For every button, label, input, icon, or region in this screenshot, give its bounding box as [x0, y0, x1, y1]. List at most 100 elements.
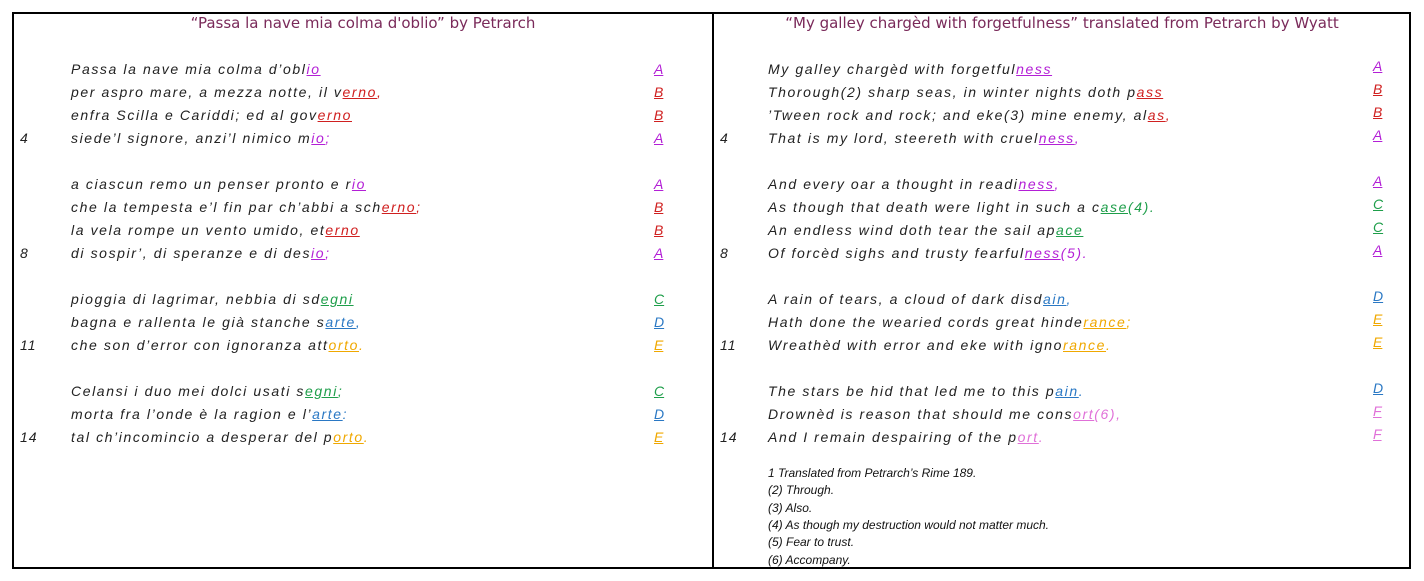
rhyme-syllable: ase: [1100, 199, 1129, 215]
line-text: la vela rompe un vento umido, et: [71, 222, 326, 238]
line-text: As though that death were light in such …: [768, 199, 1101, 215]
poem-line: ’Tween rock and rock; and eke(3) mine en…: [768, 104, 1171, 126]
rhyme-syllable: ain: [1043, 291, 1067, 307]
footnote: (5) Fear to trust.: [768, 535, 855, 550]
line-text: ’Tween rock and rock; and eke(3) mine en…: [768, 107, 1148, 123]
poem-line: di sospir’, di speranze e di desio;: [71, 242, 331, 264]
rhyme-scheme-letter: D: [654, 314, 665, 330]
line-punctuation: .: [1078, 383, 1085, 399]
rhyme-syllable: arte: [325, 314, 356, 330]
line-text: Of forcèd sighs and trusty fearful: [768, 245, 1025, 261]
poem-line: Celansi i duo mei dolci usati segni;: [71, 380, 343, 402]
poem-line: An endless wind doth tear the sail apace: [768, 219, 1083, 241]
rhyme-syllable: orto: [333, 429, 364, 445]
poem-line: Thorough(2) sharp seas, in winter nights…: [768, 81, 1163, 103]
line-number: 4: [720, 130, 729, 146]
rhyme-scheme-letter: B: [1373, 81, 1383, 97]
rhyme-scheme-letter: A: [654, 130, 664, 146]
poem-line: la vela rompe un vento umido, eterno: [71, 219, 360, 241]
poem-line: A rain of tears, a cloud of dark disdain…: [768, 288, 1072, 310]
line-punctuation: ,: [1165, 107, 1172, 123]
rhyme-scheme-letter: E: [654, 337, 664, 353]
poem-line: As though that death were light in such …: [768, 196, 1155, 218]
line-punctuation: ,: [1054, 176, 1060, 192]
rhyme-syllable: io: [311, 130, 326, 146]
poem-line: Of forcèd sighs and trusty fearfulness(5…: [768, 242, 1088, 264]
poem-comparison-table: [12, 12, 1411, 569]
poem-line: enfra Scilla e Cariddi; ed al governo: [71, 104, 352, 126]
poem-line: siede’l signore, anzi’l nimico mio;: [71, 127, 331, 149]
poem-line: Hath done the wearied cords great hinder…: [768, 311, 1132, 333]
rhyme-scheme-letter: A: [654, 245, 664, 261]
line-text: tal ch’incomincio a desperar del p: [71, 429, 334, 445]
poem-line: bagna e rallenta le già stanche sarte,: [71, 311, 361, 333]
poem-line: The stars be hid that led me to this pai…: [768, 380, 1084, 402]
line-text: per aspro mare, a mezza notte, il v: [71, 84, 343, 100]
line-text: Wreathèd with error and eke with igno: [768, 337, 1063, 353]
line-text: siede’l signore, anzi’l nimico m: [71, 130, 312, 146]
rhyme-syllable: arte: [312, 406, 343, 422]
poem-line: And every oar a thought in readiness,: [768, 173, 1060, 195]
rhyme-scheme-letter: D: [1373, 380, 1384, 396]
footnote: (6) Accompany.: [768, 552, 851, 567]
rhyme-syllable: io: [306, 61, 321, 77]
line-number: 4: [20, 130, 29, 146]
rhyme-scheme-letter: A: [654, 176, 664, 192]
line-punctuation: .: [363, 429, 370, 445]
rhyme-syllable: ness: [1038, 130, 1075, 146]
line-punctuation: ;: [325, 130, 331, 146]
line-text: Passa la nave mia colma d’obl: [71, 61, 307, 77]
line-text: che la tempesta e’l fin par ch’abbi a sc…: [71, 199, 382, 215]
rhyme-scheme-letter: E: [654, 429, 664, 445]
line-text: The stars be hid that led me to this p: [768, 383, 1056, 399]
rhyme-scheme-letter: B: [654, 199, 664, 215]
line-number: 8: [720, 245, 729, 261]
rhyme-scheme-letter: A: [654, 61, 664, 77]
footnote: 1 Translated from Petrarch’s Rime 189.: [768, 466, 977, 480]
poem-line: a ciascun remo un penser pronto e rio: [71, 173, 366, 195]
rhyme-scheme-letter: B: [654, 107, 664, 123]
rhyme-syllable: as: [1147, 107, 1166, 123]
line-punctuation: ,: [355, 314, 362, 330]
rhyme-syllable: orto: [328, 337, 360, 353]
line-text: Celansi i duo mei dolci usati s: [71, 383, 306, 399]
rhyme-scheme-letter: F: [1373, 403, 1382, 419]
line-punctuation: .: [1038, 429, 1045, 445]
line-text: bagna e rallenta le già stanche s: [71, 314, 326, 330]
line-punctuation: ;: [1126, 314, 1132, 330]
line-punctuation: ,: [1074, 130, 1081, 146]
poem-line: Passa la nave mia colma d’oblio: [71, 58, 321, 80]
line-text: enfra Scilla e Cariddi; ed al gov: [71, 107, 318, 123]
line-punctuation: ;: [325, 245, 331, 261]
poem-line: My galley chargèd with forgetfulness: [768, 58, 1052, 80]
line-punctuation: ;: [337, 383, 344, 399]
line-punctuation: (6),: [1094, 406, 1122, 422]
line-text: che son d’error con ignoranza att: [71, 337, 329, 353]
rhyme-syllable: ness: [1016, 61, 1053, 77]
line-punctuation: (4).: [1128, 199, 1156, 215]
line-number: 14: [720, 429, 738, 445]
line-punctuation: .: [1106, 337, 1112, 353]
rhyme-scheme-letter: A: [1373, 242, 1383, 258]
poem-line: Drownèd is reason that should me consort…: [768, 403, 1122, 425]
rhyme-scheme-letter: E: [1373, 311, 1383, 327]
line-punctuation: ,: [1066, 291, 1073, 307]
rhyme-scheme-letter: C: [654, 383, 665, 399]
rhyme-syllable: erno: [317, 107, 352, 123]
line-number: 11: [20, 337, 37, 353]
rhyme-scheme-letter: F: [1373, 426, 1382, 442]
rhyme-syllable: io: [351, 176, 367, 192]
line-punctuation: .: [359, 337, 365, 353]
poem-line: tal ch’incomincio a desperar del porto.: [71, 426, 369, 448]
line-text: pioggia di lagrimar, nebbia di sd: [71, 291, 321, 307]
rhyme-scheme-letter: C: [1373, 219, 1384, 235]
line-number: 14: [20, 429, 38, 445]
line-number: 8: [20, 245, 29, 261]
line-text: An endless wind doth tear the sail ap: [768, 222, 1057, 238]
line-number: 11: [720, 337, 737, 353]
rhyme-syllable: egni: [305, 383, 338, 399]
rhyme-syllable: ain: [1055, 383, 1079, 399]
line-text: Drownèd is reason that should me cons: [768, 406, 1074, 422]
rhyme-syllable: erno: [342, 84, 377, 100]
poem-line: che la tempesta e’l fin par ch’abbi a sc…: [71, 196, 422, 218]
